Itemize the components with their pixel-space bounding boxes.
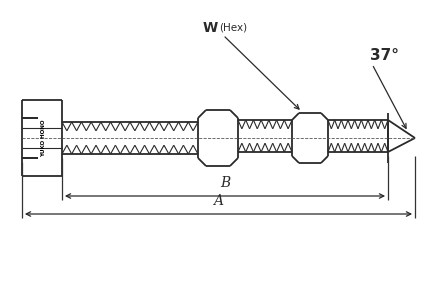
Text: W: W xyxy=(203,21,218,35)
Text: YUKO HONO: YUKO HONO xyxy=(41,119,46,157)
Text: B: B xyxy=(220,176,230,190)
Text: 37°: 37° xyxy=(370,47,399,63)
Text: A: A xyxy=(214,194,223,208)
Text: (Hex): (Hex) xyxy=(219,23,247,33)
